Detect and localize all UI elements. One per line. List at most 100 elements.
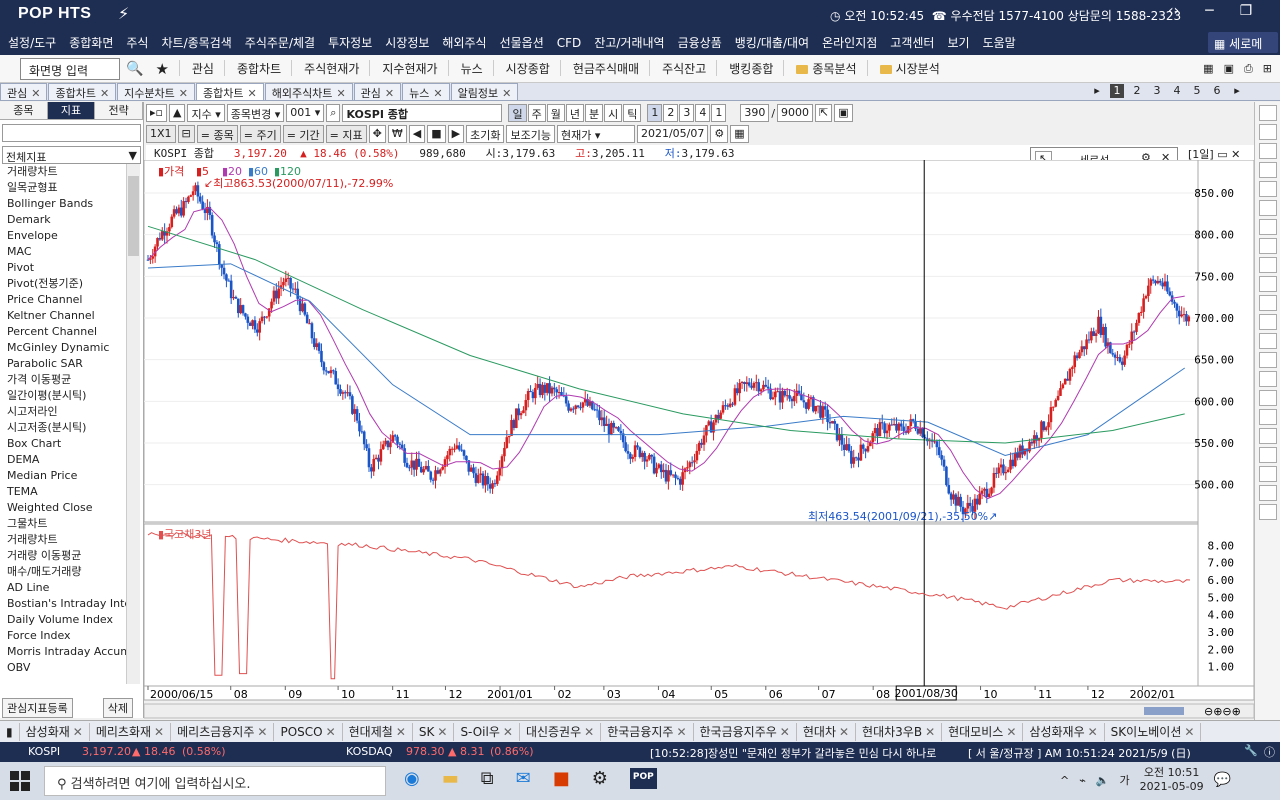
drawing-tool-icon[interactable] <box>1259 295 1277 311</box>
back-forward-icon[interactable]: ‹› <box>1168 3 1180 19</box>
indicator-item[interactable]: Parabolic SAR <box>7 357 83 370</box>
drawing-tool-icon[interactable] <box>1259 162 1277 178</box>
page-4[interactable]: 4 <box>1173 84 1181 97</box>
close-icon[interactable]: ✕ <box>1231 148 1241 161</box>
minimize-button[interactable]: ─ <box>1205 3 1214 19</box>
register-indicator-button[interactable]: 관심지표등록 <box>2 698 73 718</box>
period-button-5[interactable]: 시 <box>604 104 623 122</box>
indicator-list-scrollbar[interactable] <box>126 164 140 684</box>
star-icon[interactable]: ★ <box>155 59 169 78</box>
page-6[interactable]: 6 <box>1213 84 1221 97</box>
indicator-item[interactable]: Keltner Channel <box>7 309 95 322</box>
monitor-icon[interactable]: ▣ <box>1223 61 1234 75</box>
interval-button-1[interactable]: 2 <box>663 104 679 122</box>
favorite-tab-6[interactable]: S-Oil우 ✕ <box>454 722 520 741</box>
drawing-tool-icon[interactable] <box>1259 238 1277 254</box>
indicator-item[interactable]: 일간이평(분시틱) <box>7 389 87 402</box>
window-tab-3[interactable]: 종합차트 ✕ <box>196 83 264 100</box>
file-explorer-icon[interactable]: ▬ <box>441 768 459 789</box>
toolbar-item-3[interactable]: 지수현재가 <box>382 62 438 76</box>
close-icon[interactable]: ✕ <box>584 724 595 739</box>
close-icon[interactable]: ✕ <box>384 87 395 100</box>
menu-item-3[interactable]: 차트/종목검색 <box>161 36 232 50</box>
drawing-tool-icon[interactable] <box>1259 428 1277 444</box>
toggle-label-2[interactable]: = 기간 <box>282 125 324 143</box>
menu-item-14[interactable]: 고객센터 <box>890 36 935 50</box>
indicator-item[interactable]: 시고저라인 <box>7 405 58 418</box>
indicator-category-select[interactable]: 전체지표 ▼ <box>2 146 141 164</box>
chevron-up-icon[interactable]: ^ <box>1060 773 1070 787</box>
won-icon[interactable]: ₩ <box>387 125 407 143</box>
windows-start-icon[interactable] <box>10 771 30 791</box>
drawing-tool-icon[interactable] <box>1259 352 1277 368</box>
indicator-item[interactable]: Percent Channel <box>7 325 98 338</box>
index-type-select[interactable]: 지수 ▾ <box>187 104 225 122</box>
toolbar-item-2[interactable]: 주식현재가 <box>304 62 360 76</box>
menu-item-4[interactable]: 주식주문/체결 <box>244 36 316 50</box>
indicator-item[interactable]: 그물차트 <box>7 517 48 530</box>
notification-icon[interactable]: 💬 <box>1213 772 1232 788</box>
period-button-0[interactable]: 일 <box>508 104 527 122</box>
up-arrow-icon[interactable]: ▲ <box>168 104 186 122</box>
drawing-tool-icon[interactable] <box>1259 314 1277 330</box>
menu-item-12[interactable]: 뱅킹/대출/대여 <box>734 36 810 50</box>
delete-indicator-button[interactable]: 삭제 <box>102 698 133 718</box>
toggle-label-0[interactable]: = 종목 <box>196 125 238 143</box>
magnifier-icon[interactable]: ⌕ <box>326 104 341 122</box>
reset-button[interactable]: 초기화 <box>466 125 505 143</box>
indicator-item[interactable]: Envelope <box>7 229 58 242</box>
screen-name-input[interactable]: 화면명 입력 <box>20 57 120 80</box>
indicator-item[interactable]: Pivot(전봉기준) <box>7 277 84 290</box>
toolbar-item-8[interactable]: 뱅킹종합 <box>729 62 774 76</box>
chart-scrollbar[interactable] <box>144 703 1254 719</box>
favorite-tab-12[interactable]: 현대모비스 ✕ <box>942 722 1024 741</box>
menu-item-0[interactable]: 설정/도구 <box>8 36 57 50</box>
interval-button-2[interactable]: 3 <box>679 104 695 122</box>
price-chart[interactable]: 850.00 800.00 750.00 700.00 650.00 600.00 550.… <box>144 160 1254 720</box>
drawing-tool-icon[interactable] <box>1259 371 1277 387</box>
indicator-item[interactable]: 매수/매도거래량 <box>7 565 82 578</box>
indicator-item[interactable]: 일목균형표 <box>7 181 58 194</box>
gear-icon[interactable]: ⚙ <box>710 125 729 143</box>
close-icon[interactable]: ✕ <box>31 87 41 100</box>
wrench-icon[interactable]: 🔧 <box>1244 744 1258 757</box>
drawing-tool-icon[interactable] <box>1259 219 1277 235</box>
ime-indicator[interactable]: 가 <box>1119 774 1130 787</box>
indicator-item[interactable]: TEMA <box>7 485 38 498</box>
window-tab-0[interactable]: 관심 ✕ <box>0 83 48 100</box>
interval-button-0[interactable]: 1 <box>647 104 663 122</box>
pop-hts-icon[interactable]: POP <box>629 768 657 789</box>
edge-icon[interactable]: ◉ <box>404 768 420 789</box>
search-icon[interactable]: 🔍 <box>126 60 144 77</box>
print-icon[interactable]: ⎙ <box>1243 61 1253 75</box>
close-icon[interactable]: ✕ <box>838 724 850 739</box>
toggle-label-1[interactable]: = 주기 <box>239 125 281 143</box>
menu-item-10[interactable]: 잔고/거래내역 <box>594 36 665 50</box>
drawing-tool-icon[interactable] <box>1259 390 1277 406</box>
indicator-item[interactable]: Median Price <box>7 469 78 482</box>
toggle-label-3[interactable]: = 지표 <box>325 125 367 143</box>
toolbar-item-5[interactable]: 시장종합 <box>505 62 550 76</box>
restore-button[interactable]: ❐ <box>1239 3 1253 19</box>
volume-icon[interactable]: 🔈 <box>1095 773 1110 787</box>
price-type-select[interactable]: 현재가 ▾ <box>556 125 635 143</box>
taskbar-search-input[interactable]: ⚲ 검색하려면 여기에 입력하십시오. <box>44 766 386 796</box>
next-icon[interactable]: ▶ <box>447 125 465 143</box>
drawing-tool-icon[interactable] <box>1259 276 1277 292</box>
window-tab-7[interactable]: 알림정보 ✕ <box>450 83 519 100</box>
close-icon[interactable]: ✕ <box>502 724 513 739</box>
menu-item-16[interactable]: 도움말 <box>982 36 1016 50</box>
period-button-6[interactable]: 틱 <box>623 104 642 122</box>
menu-item-7[interactable]: 해외주식 <box>442 36 487 50</box>
favorites-left-icon[interactable]: ▮ <box>0 722 20 741</box>
close-icon[interactable]: ✕ <box>502 87 512 100</box>
indicator-item[interactable]: MAC <box>7 245 32 258</box>
menu-item-2[interactable]: 주식 <box>126 36 149 50</box>
menu-item-13[interactable]: 온라인지점 <box>822 36 878 50</box>
drawing-tool-icon[interactable] <box>1259 257 1277 273</box>
close-icon[interactable]: ✕ <box>925 724 936 739</box>
change-symbol-select[interactable]: 종목변경 ▾ <box>226 104 285 122</box>
zoom-icons[interactable]: ⊖⊕⊖⊕ <box>1204 705 1241 718</box>
indicator-search-input[interactable] <box>2 124 141 142</box>
app-icon[interactable]: ⚙ <box>591 768 608 789</box>
